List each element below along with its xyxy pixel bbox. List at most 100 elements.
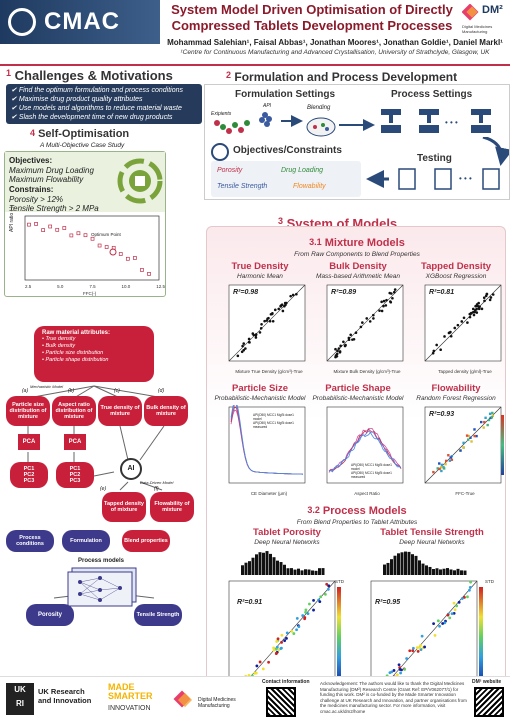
- scatter-point: [283, 301, 287, 305]
- dmp-footer-text: Digital Medicines Manufacturing: [198, 697, 236, 709]
- histogram-bar: [428, 566, 432, 575]
- label-f: (f): [154, 486, 159, 492]
- cmac-banner: CMAC: [0, 0, 160, 44]
- scatter-point: [334, 347, 337, 351]
- mixture-plot: [326, 406, 404, 484]
- scatter-point: [449, 334, 453, 338]
- affiliation: ¹Centre for Continuous Manufacturing and…: [180, 49, 490, 56]
- scatter-point: [411, 646, 415, 650]
- scatter-point: [472, 313, 476, 317]
- mixture-plot-title: True Density: [231, 261, 289, 272]
- scatter-point: [475, 303, 479, 306]
- mixture-plot-subtitle: Harmonic Mean: [237, 273, 283, 280]
- constraint-2: Tensile Strength > 2 MPa: [9, 204, 99, 213]
- scatter-point: [388, 671, 392, 674]
- scatter-point: [484, 416, 487, 420]
- mixture-r2: R²=0.89: [331, 289, 357, 296]
- scatter-point: [440, 463, 444, 467]
- pcs-pill-2: PC1 PC2 PC3: [56, 462, 94, 488]
- scatter-point: [477, 307, 481, 311]
- objectives-label: Objectives:: [9, 156, 53, 165]
- scatter-point: [466, 595, 469, 599]
- scatter-point: [470, 440, 473, 443]
- flow-arrow-down-icon: [482, 137, 509, 166]
- scatter-point: [275, 645, 279, 649]
- ai-icon: AI: [120, 458, 142, 480]
- histogram-bar: [314, 570, 318, 575]
- histogram-bar: [300, 570, 304, 575]
- scatter-point: [486, 423, 489, 427]
- scatter-point: [338, 350, 342, 353]
- scatter-point: [432, 470, 435, 474]
- scatter-point: [324, 592, 327, 596]
- histogram-bar: [393, 555, 397, 575]
- histogram-bar: [262, 552, 265, 575]
- scatter-point: [452, 611, 456, 615]
- scatter-point: [285, 631, 289, 635]
- scatter-point: [277, 307, 281, 311]
- tensile-title: Tablet Tensile Strength: [380, 527, 484, 538]
- tag-porosity: Porosity: [217, 167, 243, 174]
- scatter-point: [438, 467, 441, 471]
- scatter-point: [380, 309, 384, 313]
- objective-2: Maximum Flowability: [9, 175, 84, 184]
- mixture-plot-xlabel: FFC-True: [455, 491, 475, 496]
- pareto-point: [118, 252, 123, 256]
- scatter-point: [312, 608, 315, 612]
- formulation-heading: 2 Formulation and Process Development: [226, 70, 458, 84]
- dmp-logo-text: DM²: [482, 4, 503, 16]
- pareto-xlabel: FFC(-): [83, 291, 97, 296]
- scatter-point: [482, 426, 485, 429]
- pca-box-1: PCA: [18, 434, 40, 450]
- raw-item: • Particle shape distribution: [42, 357, 109, 363]
- scatter-point: [442, 467, 446, 470]
- scatter-point: [483, 299, 486, 303]
- scatter-point: [471, 307, 475, 311]
- scatter-point: [304, 610, 308, 614]
- scatter-point: [290, 629, 294, 633]
- scatter-point: [384, 304, 388, 307]
- optimisation-cycle-icon: [117, 158, 163, 204]
- scatter-point: [488, 298, 492, 302]
- dmp-qr-code[interactable]: [474, 687, 504, 717]
- poster-header: CMAC System Model Driven Optimisation of…: [0, 0, 510, 66]
- histogram-bar: [404, 551, 407, 575]
- histogram-bar: [321, 568, 325, 575]
- scatter-point: [448, 459, 452, 462]
- scatter-point: [435, 343, 438, 347]
- scatter-point: [326, 587, 330, 591]
- pareto-xticks: 2.5 5.0 7.5 10.0 12.5: [25, 284, 165, 289]
- ukri-text: UK Research and Innovation: [38, 687, 92, 705]
- neural-net-icon: [67, 567, 137, 607]
- scatter-point: [389, 300, 393, 304]
- dmp-logo-sub: Digital Medicines Manufacturing: [462, 24, 493, 34]
- scatter-point: [443, 335, 446, 338]
- pareto-point: [69, 233, 74, 238]
- aspect-mixture-pill: Aspect ratio distribution of mixture: [52, 396, 96, 426]
- mech-label: Mechanistic Model: [30, 384, 64, 389]
- scatter-point: [254, 336, 258, 339]
- pareto-ylabel: API ratio (-): [9, 206, 15, 232]
- contact-qr-code[interactable]: [266, 687, 296, 717]
- porosity-title: Tablet Porosity: [253, 527, 321, 538]
- histogram-bar: [442, 568, 446, 575]
- scatter-point: [255, 664, 259, 668]
- scatter-point: [254, 334, 258, 337]
- scatter-point: [306, 612, 310, 616]
- scatter-point: [419, 648, 423, 651]
- scatter-point: [265, 319, 269, 322]
- histogram-bar: [286, 568, 290, 575]
- scatter-point: [460, 320, 464, 323]
- process-conditions-pill: Process conditions: [6, 530, 54, 552]
- scatter-point: [382, 304, 385, 308]
- scatter-point: [463, 595, 466, 599]
- scatter-point: [441, 622, 445, 625]
- scatter-point: [279, 647, 283, 650]
- raw-item: • True density: [42, 336, 76, 342]
- scatter-point: [465, 434, 469, 437]
- distribution-legend: API(D50) MCC1 MgSt dose1 model API(D50) M…: [253, 413, 303, 429]
- scatter-point: [449, 456, 452, 459]
- scatter-point: [473, 309, 477, 312]
- histogram-bar: [283, 564, 286, 575]
- scatter-point: [455, 604, 459, 608]
